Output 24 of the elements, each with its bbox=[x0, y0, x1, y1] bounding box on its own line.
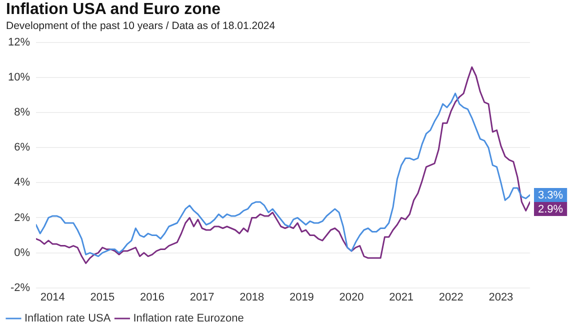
x-tick-label: 2022 bbox=[438, 291, 464, 304]
chart-title: Inflation USA and Euro zone bbox=[6, 1, 221, 19]
x-tick-label: 2017 bbox=[190, 291, 214, 304]
y-tick-label: -2% bbox=[10, 282, 30, 294]
y-tick-label: 0% bbox=[14, 246, 30, 259]
x-tick-label: 2018 bbox=[240, 291, 264, 304]
data-label: 2.9% bbox=[538, 204, 564, 216]
x-tick-label: 2019 bbox=[289, 291, 314, 304]
y-tick-label: 12% bbox=[8, 36, 30, 49]
chart-subtitle: Development of the past 10 years / Data as of 18.01.2024 bbox=[6, 20, 276, 32]
y-tick-label: 10% bbox=[8, 72, 30, 84]
x-tick-label: 2021 bbox=[389, 291, 414, 304]
data-label: 3.3% bbox=[538, 190, 564, 202]
x-tick-label: 2020 bbox=[339, 291, 364, 304]
y-tick-label: 4% bbox=[14, 176, 30, 189]
x-tick-label: 2015 bbox=[90, 291, 115, 304]
y-tick-label: 2% bbox=[14, 212, 30, 224]
legend-label: Inflation rate USA bbox=[24, 312, 112, 325]
x-tick-label: 2014 bbox=[40, 291, 65, 304]
legend-label: Inflation rate Eurozone bbox=[133, 312, 244, 325]
x-tick-label: 2023 bbox=[488, 291, 514, 304]
x-tick-label: 2016 bbox=[140, 291, 164, 304]
y-tick-label: 6% bbox=[14, 142, 30, 154]
y-tick-label: 8% bbox=[14, 106, 30, 119]
